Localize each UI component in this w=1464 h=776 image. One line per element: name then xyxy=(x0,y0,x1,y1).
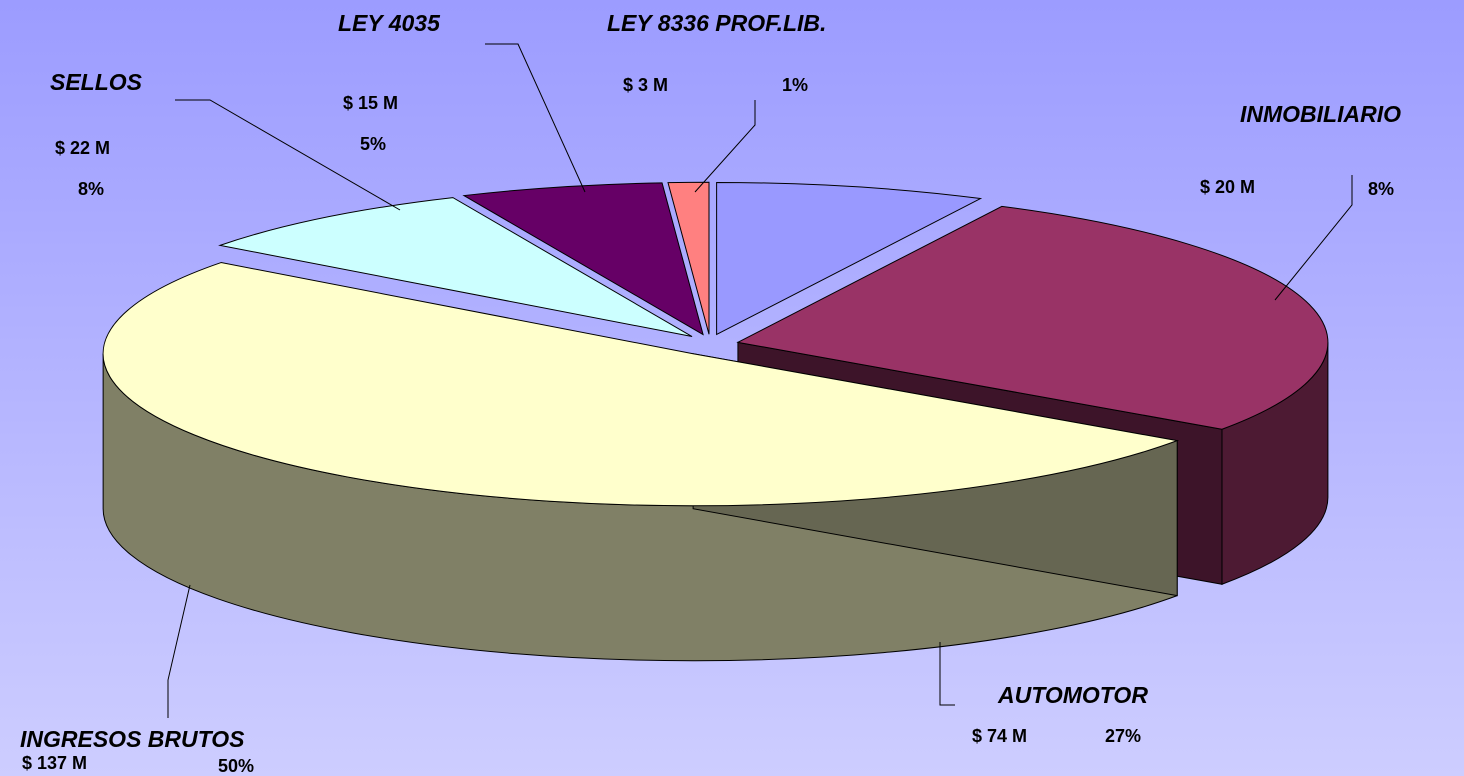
category-label: AUTOMOTOR xyxy=(997,682,1148,708)
value-label: $ 74 M xyxy=(972,726,1027,746)
slice xyxy=(102,262,1180,507)
percent-label: 8% xyxy=(78,179,104,199)
slice xyxy=(462,182,704,336)
percent-label: 1% xyxy=(782,75,808,95)
leader-line xyxy=(1274,175,1353,301)
leader-line xyxy=(485,43,586,193)
pie xyxy=(102,181,1329,662)
slice xyxy=(716,181,983,336)
value-label: $ 22 M xyxy=(55,138,110,158)
percent-label: 5% xyxy=(360,134,386,154)
leader-lines xyxy=(167,43,1353,718)
percent-label: 27% xyxy=(1105,726,1141,746)
leader-line xyxy=(175,99,401,211)
value-label: $ 137 M xyxy=(22,753,87,773)
category-label: LEY 8336 PROF.LIB. xyxy=(607,10,826,36)
slice xyxy=(736,205,1329,430)
value-label: $ 15 M xyxy=(343,93,398,113)
category-label: SELLOS xyxy=(50,69,143,95)
category-label: INMOBILIARIO xyxy=(1240,101,1401,127)
category-label: LEY 4035 xyxy=(338,10,441,36)
percent-label: 50% xyxy=(218,756,254,776)
slice xyxy=(218,197,693,338)
labels: INMOBILIARIO $ 20 M 8% AUTOMOTOR $ 74 M 27% IN… xyxy=(20,10,1401,776)
value-label: $ 3 M xyxy=(623,75,668,95)
leader-line xyxy=(939,642,955,706)
percent-label: 8% xyxy=(1368,179,1394,199)
value-label: $ 20 M xyxy=(1200,177,1255,197)
category-label: INGRESOS BRUTOS xyxy=(20,726,245,752)
leader-line xyxy=(694,100,756,193)
slice xyxy=(667,181,710,335)
leader-line xyxy=(167,584,191,718)
